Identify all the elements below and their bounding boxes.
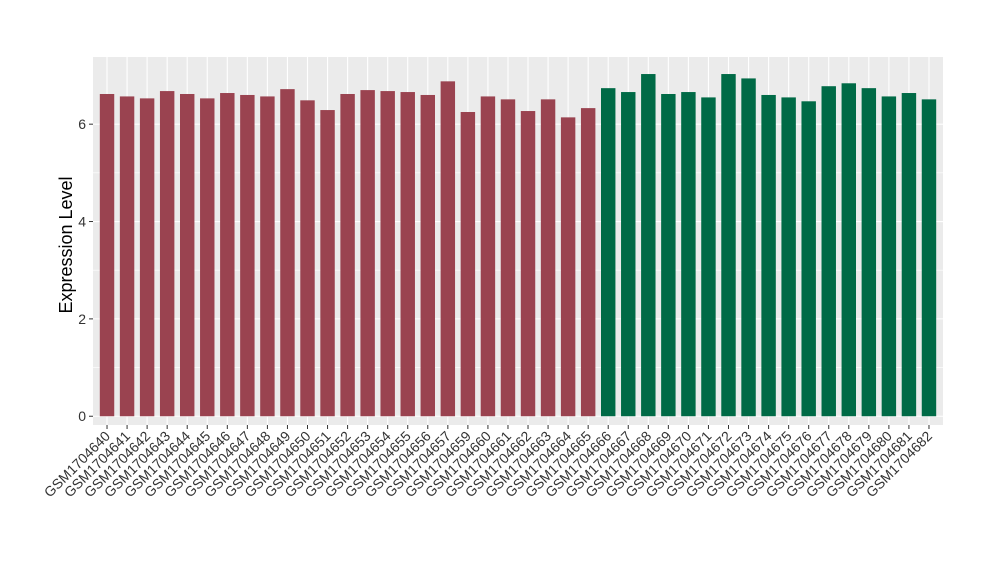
bar xyxy=(400,92,415,417)
bar xyxy=(200,98,215,417)
bar xyxy=(761,94,776,417)
bar xyxy=(240,94,255,417)
bar xyxy=(179,93,195,417)
bar xyxy=(440,81,456,417)
bar xyxy=(300,100,315,417)
bar xyxy=(600,88,616,417)
bar xyxy=(881,96,897,417)
bar xyxy=(520,111,536,417)
bar xyxy=(681,92,696,417)
bar xyxy=(841,83,857,417)
y-tick-label: 4 xyxy=(78,214,86,230)
bar xyxy=(721,74,736,417)
y-tick-label: 6 xyxy=(78,116,86,132)
bar xyxy=(119,96,135,417)
bar xyxy=(480,96,496,417)
bar xyxy=(360,90,375,417)
bar xyxy=(701,97,716,417)
bar xyxy=(159,91,175,417)
bar xyxy=(621,92,636,417)
panel xyxy=(93,57,943,425)
bar xyxy=(280,89,295,417)
bar xyxy=(320,110,335,417)
bar xyxy=(801,101,816,417)
bar xyxy=(781,97,796,417)
bar xyxy=(921,99,937,417)
bar xyxy=(861,88,877,417)
bar xyxy=(460,112,476,417)
bar xyxy=(560,117,576,417)
bar xyxy=(641,74,656,417)
y-tick-label: 0 xyxy=(78,408,86,424)
bar xyxy=(901,93,917,417)
bar xyxy=(500,99,516,417)
bar xyxy=(420,94,436,417)
bar xyxy=(139,98,155,417)
bar xyxy=(741,78,756,417)
bar xyxy=(380,91,395,417)
bar xyxy=(661,93,676,417)
bar xyxy=(540,99,556,417)
y-axis-label: Expression Level xyxy=(56,176,76,313)
bar xyxy=(580,108,596,417)
bar xyxy=(220,93,235,417)
bar xyxy=(260,96,275,417)
bar xyxy=(99,93,115,417)
bar xyxy=(821,86,836,417)
y-tick-label: 2 xyxy=(78,311,86,327)
bar xyxy=(340,93,355,417)
